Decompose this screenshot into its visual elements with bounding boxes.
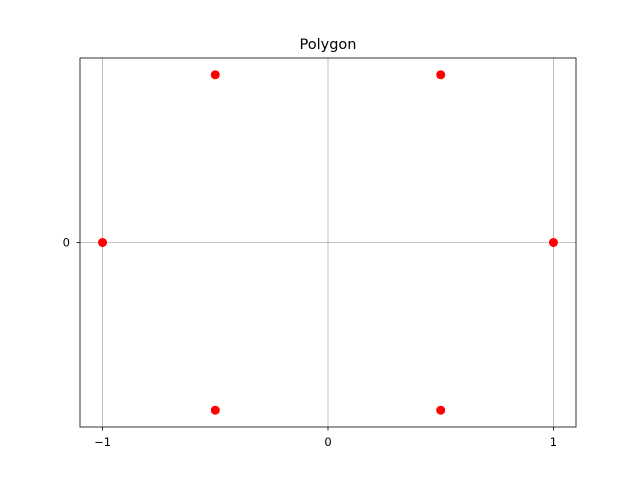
x-axis-ticks: −1 0 1	[94, 427, 557, 449]
chart-title: Polygon	[300, 37, 357, 53]
data-point	[210, 70, 220, 80]
data-point	[210, 405, 220, 415]
data-point	[436, 405, 446, 415]
x-tick-label: 0	[324, 435, 331, 449]
x-tick-label: 1	[550, 435, 557, 449]
y-axis-ticks: 0	[63, 236, 80, 250]
data-point	[548, 238, 558, 247]
x-tick-label: −1	[94, 435, 111, 449]
data-points	[98, 70, 558, 415]
data-point	[436, 70, 446, 80]
y-tick-label: 0	[63, 236, 70, 250]
data-point	[98, 238, 108, 247]
